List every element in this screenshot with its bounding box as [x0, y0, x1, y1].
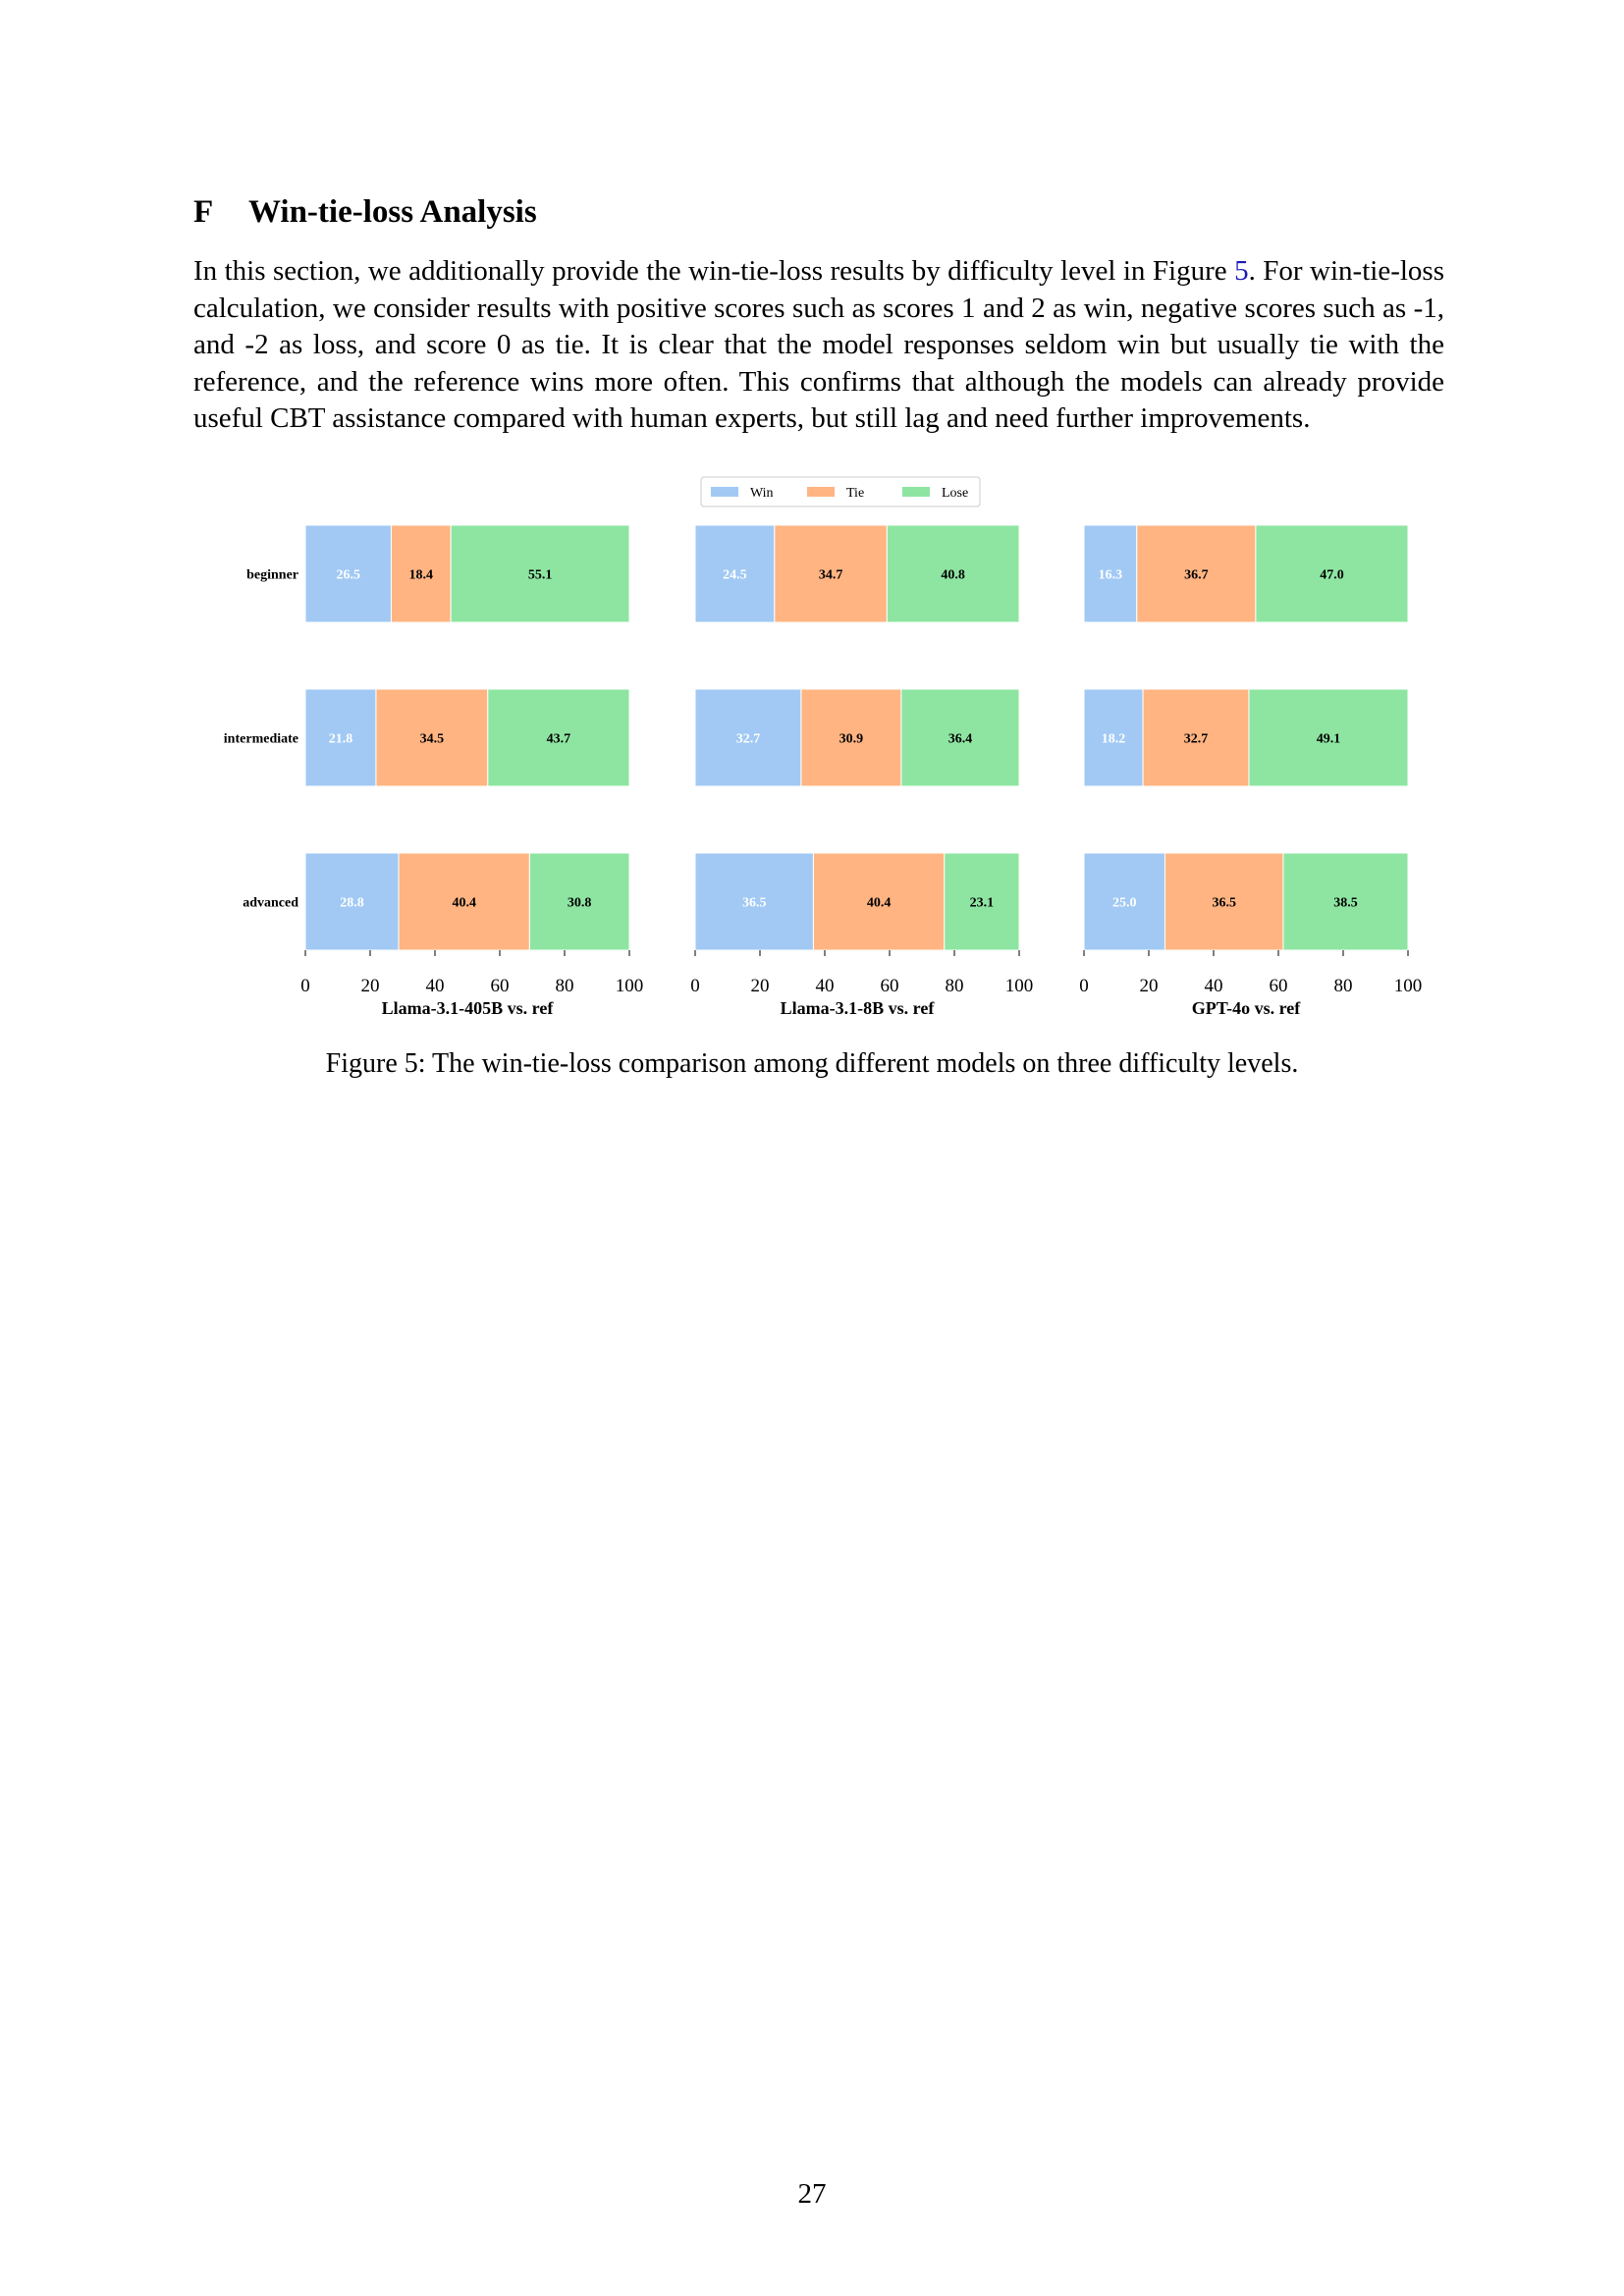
- data-label-win-intermediate-p3: 18.2: [1102, 732, 1126, 747]
- data-label-tie-intermediate-p3: 32.7: [1184, 732, 1209, 747]
- bar-win-intermediate-p2: [694, 688, 802, 787]
- data-label-lose-intermediate-p3: 49.1: [1317, 732, 1341, 747]
- data-label-tie-advanced-p3: 36.5: [1212, 896, 1236, 911]
- category-label-advanced: advanced: [243, 896, 298, 911]
- data-label-lose-advanced-p3: 38.5: [1333, 896, 1358, 911]
- bar-lose-advanced-p2: [944, 852, 1020, 951]
- data-label-tie-beginner-p2: 34.7: [819, 568, 843, 583]
- data-label-lose-beginner-p1: 55.1: [528, 568, 553, 583]
- bar-win-intermediate-p3: [1083, 688, 1144, 787]
- section-paragraph: In this section, we additionally provide…: [193, 253, 1444, 438]
- x-tick-label-p3-4: 80: [1334, 976, 1353, 996]
- figure-reference-link[interactable]: 5: [1234, 255, 1249, 287]
- data-label-win-beginner-p1: 26.5: [336, 568, 360, 583]
- bar-tie-beginner-p2: [774, 524, 888, 623]
- bar-tie-beginner-p1: [390, 524, 452, 623]
- x-tick-label-p1-3: 60: [491, 976, 510, 996]
- x-axis-label-p3: GPT-4o vs. ref: [1192, 998, 1302, 1018]
- bar-tie-intermediate-p2: [800, 688, 902, 787]
- data-label-lose-beginner-p3: 47.0: [1320, 568, 1344, 583]
- data-label-tie-intermediate-p1: 34.5: [420, 732, 445, 747]
- bar-win-advanced-p2: [694, 852, 814, 951]
- bar-win-beginner-p1: [304, 524, 392, 623]
- bar-tie-intermediate-p3: [1142, 688, 1250, 787]
- category-label-intermediate: intermediate: [224, 732, 298, 747]
- data-label-lose-intermediate-p2: 36.4: [948, 732, 973, 747]
- data-label-win-advanced-p2: 36.5: [742, 896, 767, 911]
- x-tick-label-p1-1: 20: [361, 976, 380, 996]
- x-tick-label-p3-1: 20: [1140, 976, 1159, 996]
- bar-tie-intermediate-p1: [375, 688, 489, 787]
- legend-label-tie: Tie: [846, 486, 864, 501]
- bar-win-advanced-p1: [304, 852, 400, 951]
- data-label-lose-advanced-p1: 30.8: [568, 896, 592, 911]
- legend-box: [700, 476, 981, 507]
- legend-label-lose: Lose: [942, 486, 968, 501]
- bar-win-beginner-p2: [694, 524, 776, 623]
- x-tick-label-p3-2: 40: [1205, 976, 1223, 996]
- data-label-win-advanced-p1: 28.8: [340, 896, 364, 911]
- legend-label-win: Win: [750, 486, 774, 501]
- data-label-tie-advanced-p2: 40.4: [867, 896, 892, 911]
- x-tick-label-p2-2: 40: [816, 976, 835, 996]
- bar-tie-advanced-p1: [398, 852, 530, 951]
- bar-lose-beginner-p2: [886, 524, 1020, 623]
- figure-caption: Figure 5: The win-tie-loss comparison am…: [325, 1048, 1299, 1079]
- x-tick-label-p3-0: 0: [1079, 976, 1089, 996]
- data-label-lose-intermediate-p1: 43.7: [547, 732, 571, 747]
- data-label-win-beginner-p2: 24.5: [723, 568, 747, 583]
- x-tick-label-p1-2: 40: [426, 976, 445, 996]
- bar-tie-advanced-p3: [1164, 852, 1284, 951]
- bar-win-advanced-p3: [1083, 852, 1165, 951]
- bar-lose-intermediate-p3: [1248, 688, 1409, 787]
- bar-win-beginner-p3: [1083, 524, 1138, 623]
- paragraph-text-start: In this section, we additionally provide…: [193, 255, 1235, 287]
- x-tick-label-p2-0: 0: [690, 976, 700, 996]
- section-number: F: [193, 194, 214, 230]
- data-label-tie-intermediate-p2: 30.9: [839, 732, 864, 747]
- win-tie-loss-figure: Win Tie Lose beginner intermediate advanced 26…: [224, 476, 1423, 1018]
- x-tick-label-p3-3: 60: [1270, 976, 1288, 996]
- bar-lose-intermediate-p1: [487, 688, 630, 787]
- section-title: Win-tie-loss Analysis: [248, 194, 537, 230]
- paragraph-text-end: . For win-tie-loss calculation, we consi…: [193, 255, 1444, 434]
- bar-lose-intermediate-p2: [900, 688, 1020, 787]
- section-heading: F Win-tie-loss Analysis: [193, 192, 537, 232]
- bar-lose-advanced-p3: [1282, 852, 1409, 951]
- x-axis-label-p1: Llama-3.1-405B vs. ref: [382, 998, 555, 1018]
- bar-tie-beginner-p3: [1136, 524, 1257, 623]
- x-tick-label-p2-3: 60: [881, 976, 899, 996]
- x-tick-label-p3-5: 100: [1394, 976, 1423, 996]
- data-label-lose-advanced-p2: 23.1: [970, 896, 995, 911]
- data-label-win-intermediate-p1: 21.8: [329, 732, 353, 747]
- x-tick-label-p2-1: 20: [751, 976, 770, 996]
- data-label-tie-beginner-p1: 18.4: [409, 568, 434, 583]
- x-axis-label-p2: Llama-3.1-8B vs. ref: [781, 998, 936, 1018]
- legend-swatch-lose: [902, 487, 930, 497]
- x-tick-label-p1-5: 100: [616, 976, 644, 996]
- x-tick-label-p1-0: 0: [300, 976, 310, 996]
- bar-lose-advanced-p1: [528, 852, 630, 951]
- x-tick-label-p2-5: 100: [1005, 976, 1034, 996]
- data-label-lose-beginner-p2: 40.8: [941, 568, 965, 583]
- data-label-win-intermediate-p2: 32.7: [736, 732, 761, 747]
- category-label-beginner: beginner: [246, 568, 298, 583]
- legend-swatch-win: [711, 487, 738, 497]
- legend-swatch-tie: [807, 487, 835, 497]
- page-number: 27: [797, 2178, 827, 2210]
- data-label-tie-advanced-p1: 40.4: [452, 896, 476, 911]
- data-label-win-beginner-p3: 16.3: [1099, 568, 1123, 583]
- bar-lose-beginner-p3: [1255, 524, 1409, 623]
- data-label-tie-beginner-p3: 36.7: [1184, 568, 1209, 583]
- bar-lose-beginner-p1: [450, 524, 630, 623]
- x-tick-label-p2-4: 80: [946, 976, 964, 996]
- x-tick-label-p1-4: 80: [556, 976, 574, 996]
- data-label-win-advanced-p3: 25.0: [1112, 896, 1137, 911]
